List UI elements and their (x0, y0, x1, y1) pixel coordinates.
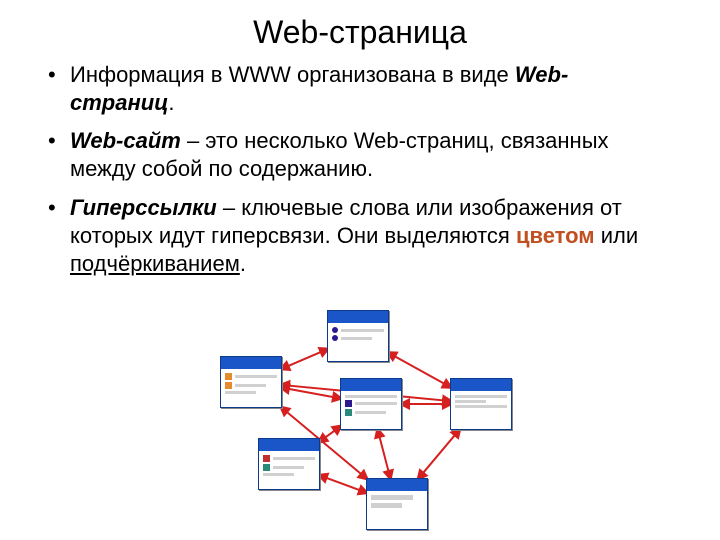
b1-pre: Информация в WWW организована в виде (70, 62, 515, 87)
page-node-mid (340, 378, 402, 430)
b3-color-word: цветом (516, 223, 595, 248)
b2-emphasis: Web-сайт (70, 128, 181, 153)
page-title: Web-страница (0, 0, 720, 61)
b3-emphasis: Гиперссылки (70, 195, 217, 220)
edge-left-mid (280, 387, 341, 398)
edge-top-left (280, 349, 328, 370)
page-node-left (220, 356, 282, 408)
page-node-bl (258, 438, 320, 490)
bullet-1: Информация в WWW организована в виде Web… (70, 61, 672, 117)
page-node-bottom (366, 478, 428, 530)
bullet-3: Гиперссылки – ключевые слова или изображ… (70, 194, 672, 278)
edge-right-bottom (418, 429, 461, 480)
bullet-content: Информация в WWW организована в виде Web… (0, 61, 720, 278)
page-node-right (450, 378, 512, 430)
b3-post: . (240, 251, 246, 276)
b1-post: . (168, 90, 174, 115)
bullet-2: Web-сайт – это несколько Web-страниц, св… (70, 127, 672, 183)
edge-mid-bottom (377, 429, 390, 480)
b3-text2: или (595, 223, 639, 248)
edge-bl-bottom (318, 475, 367, 493)
edge-mid-bl (318, 426, 341, 443)
b3-underline-word: подчёркиванием (70, 251, 240, 276)
hyperlink-diagram (150, 310, 570, 530)
page-node-top (327, 310, 389, 362)
